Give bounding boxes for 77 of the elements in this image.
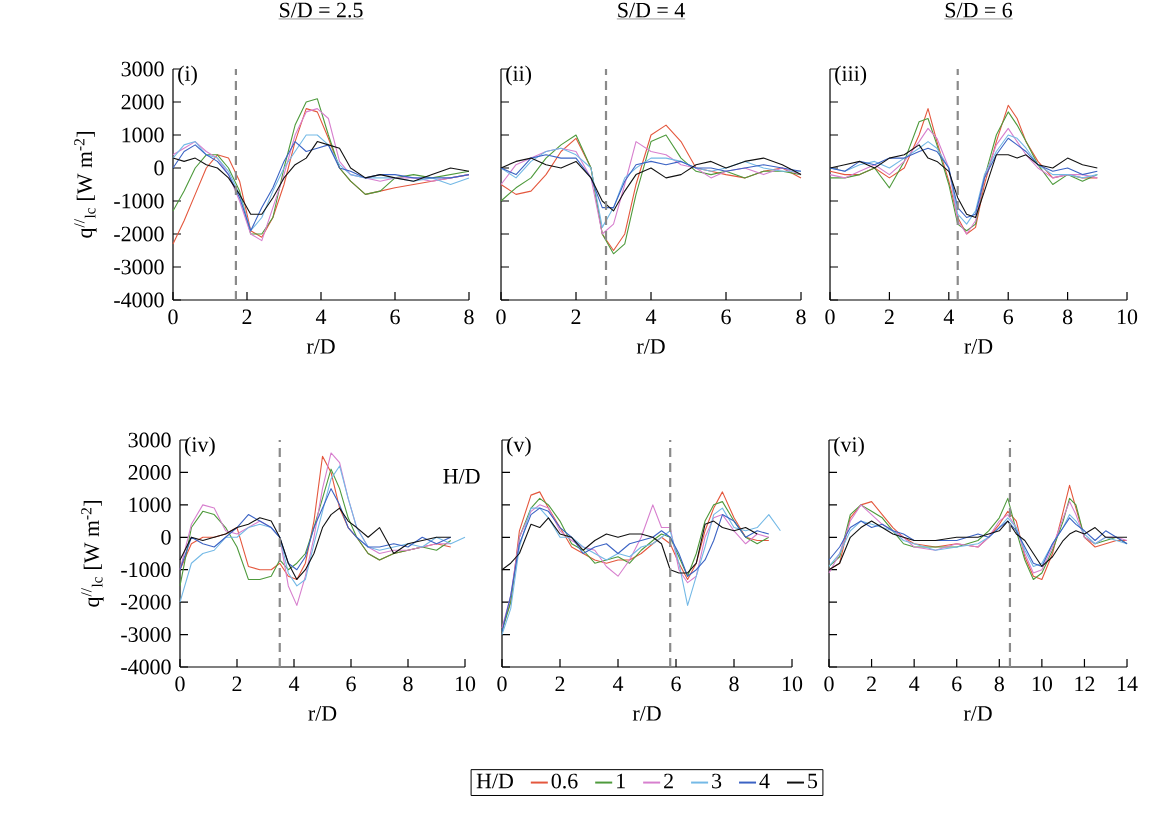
y-tick-label: 2000 xyxy=(121,94,164,110)
x-tick-label: 0 xyxy=(824,676,834,692)
chart-title: S/D = 2.5 xyxy=(280,2,363,18)
x-tick-label: 8 xyxy=(994,676,1004,692)
x-tick-label: 8 xyxy=(729,676,739,692)
annotation: (i) xyxy=(178,65,197,86)
x-tick-label: 2 xyxy=(242,309,252,325)
y-tick-label: 1000 xyxy=(122,127,164,143)
annotation: (iii) xyxy=(835,65,867,86)
x-tick-label: 2 xyxy=(555,676,565,692)
line-series xyxy=(172,141,470,215)
y-tick-label: -1000 xyxy=(121,562,171,578)
y-tick-label: 3000 xyxy=(128,432,171,448)
y-tick-label: 1000 xyxy=(129,497,171,513)
chart-title: S/D = 6 xyxy=(945,2,1013,18)
x-tick-label: 6 xyxy=(346,676,356,692)
legend-label: 4 xyxy=(759,773,770,789)
y-tick-label: -1000 xyxy=(114,193,164,209)
x-tick-label: 0 xyxy=(825,309,835,325)
y-tick-label: -2000 xyxy=(121,594,171,610)
x-tick-label: 8 xyxy=(464,309,474,325)
x-tick-label: 6 xyxy=(721,309,731,325)
x-tick-label: 6 xyxy=(1003,309,1014,325)
y-tick-label: -3000 xyxy=(114,259,164,275)
x-tick-label: 12 xyxy=(1075,676,1095,692)
x-tick-label: 0 xyxy=(496,309,506,325)
x-tick-label: 0 xyxy=(175,676,185,692)
y-tick-label: -3000 xyxy=(121,627,171,642)
legend-label: 1 xyxy=(617,773,625,789)
x-tick-label: 10 xyxy=(1117,309,1138,325)
y-tick-label: 3000 xyxy=(121,61,164,77)
x-tick-label: 6 xyxy=(390,309,400,325)
annotation: (vi) xyxy=(834,436,864,457)
x-tick-label: 4 xyxy=(315,309,327,324)
x-tick-label: 4 xyxy=(288,676,300,691)
x-axis-title: r/D xyxy=(308,706,337,721)
x-tick-label: 2 xyxy=(884,309,894,325)
x-tick-label: 4 xyxy=(645,309,657,324)
x-tick-label: 8 xyxy=(1062,309,1073,325)
chart-title: S/D = 4 xyxy=(618,2,685,18)
x-tick-label: 2 xyxy=(232,676,242,692)
y-tick-label: 2000 xyxy=(128,465,171,480)
y-tick-label: 0 xyxy=(161,529,171,545)
y-tick-label: -2000 xyxy=(114,226,164,242)
x-tick-label: 0 xyxy=(497,676,507,692)
x-tick-label: 4 xyxy=(612,676,624,691)
x-tick-label: 14 xyxy=(1117,676,1138,691)
legend-title: H/D xyxy=(476,773,513,789)
x-tick-label: 10 xyxy=(782,676,803,692)
legend-label: 2 xyxy=(664,773,673,789)
annotation: (iv) xyxy=(185,436,215,457)
x-tick-label: 2 xyxy=(867,676,876,692)
x-tick-label: 10 xyxy=(455,676,476,692)
x-tick-label: 4 xyxy=(909,676,920,691)
y-axis-title: q$^{//}$$_{lc}$ [W m$^{-2}$] xyxy=(74,132,97,238)
legend-label: 3 xyxy=(712,773,722,789)
x-axis-title: r/D xyxy=(636,339,665,354)
legend-label: 0.6 xyxy=(551,773,578,789)
x-tick-label: 8 xyxy=(403,676,413,692)
x-tick-label: 10 xyxy=(1032,676,1052,692)
annotation: (v) xyxy=(507,436,531,457)
annotation: H/D xyxy=(443,468,480,484)
x-tick-label: 2 xyxy=(571,309,581,325)
x-axis-title: r/D xyxy=(632,706,661,721)
x-axis-title: r/D xyxy=(306,339,335,354)
x-tick-label: 8 xyxy=(796,309,806,325)
x-axis-title: r/D xyxy=(963,706,992,721)
legend-label: 5 xyxy=(808,773,818,789)
x-axis-title: r/D xyxy=(964,339,993,354)
y-tick-label: -4000 xyxy=(114,292,164,308)
y-tick-label: 0 xyxy=(154,160,164,176)
x-tick-label: 4 xyxy=(943,309,954,324)
annotation: (ii) xyxy=(506,65,532,86)
y-tick-label: -4000 xyxy=(121,659,171,675)
y-axis-title: q$^{//}$$_{lc}$ [W m$^{-2}$] xyxy=(81,501,104,607)
x-tick-label: 6 xyxy=(952,676,962,692)
x-tick-label: 6 xyxy=(671,676,681,692)
